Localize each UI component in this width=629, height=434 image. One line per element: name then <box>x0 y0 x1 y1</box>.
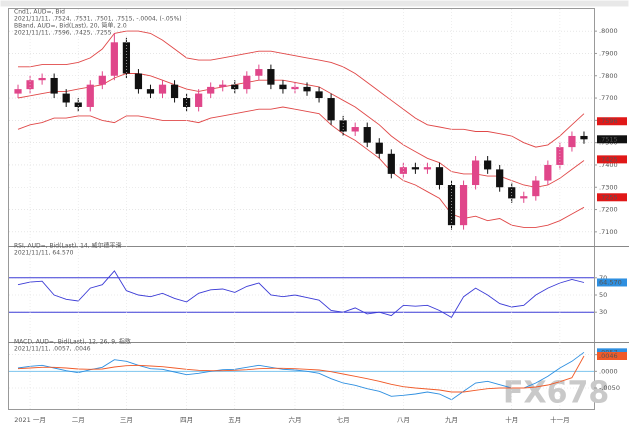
price-tag-label: .7425 <box>599 155 618 163</box>
plot-frame <box>8 8 595 410</box>
x-tick-label: 十月 <box>505 415 518 424</box>
candle-body <box>520 196 528 199</box>
candle-body <box>459 185 468 226</box>
series-line <box>17 270 585 319</box>
candle-body <box>496 169 504 188</box>
legend-text: BBand, AUD=, Bid(Last), 20, 简单, 2.0 <box>14 22 127 30</box>
y-tick-label: .7900 <box>599 49 618 57</box>
legend-text: 2021/11/11, .7524, .7531, .7501, .7515, … <box>14 16 182 23</box>
candle-body <box>315 91 323 99</box>
candle-body <box>158 84 167 94</box>
candle-body <box>98 75 106 85</box>
y-tick-label: .7200 <box>599 206 618 214</box>
x-tick-label: 四月 <box>180 416 193 424</box>
legend-text: 2021/11/11, .7596, .7425, .7255 <box>14 30 112 37</box>
price-tag-label: .7515 <box>599 135 618 143</box>
candle-body <box>86 84 94 107</box>
candle-body <box>195 93 203 107</box>
legend-text: 2021/11/11, 64.570 <box>14 250 74 257</box>
candle-body <box>447 185 456 226</box>
price-tag <box>597 278 627 287</box>
y-tick-label: .7700 <box>599 94 618 102</box>
y-tick-label: 30 <box>599 308 607 316</box>
candle-body <box>267 69 275 85</box>
x-tick-label: 九月 <box>445 415 458 424</box>
candle-body <box>580 135 588 140</box>
price-tag <box>597 155 627 164</box>
y-tick-label: .0000 <box>599 367 618 375</box>
candle-body <box>134 73 143 90</box>
candle-body <box>387 153 395 174</box>
price-tag <box>597 135 627 144</box>
candle-body <box>62 93 70 103</box>
y-tick-label: .7300 <box>599 183 618 191</box>
candle-body <box>14 89 22 94</box>
price-tag <box>597 117 627 126</box>
candle-body <box>532 180 540 197</box>
x-tick-label: 三月 <box>120 416 133 424</box>
candle-body <box>303 86 311 92</box>
y-tick-label: -.0050 <box>599 384 620 392</box>
candle-body <box>435 167 444 186</box>
price-tag-label: .7596 <box>599 117 618 125</box>
x-tick-label: 七月 <box>337 415 350 424</box>
y-tick-label: .7100 <box>599 228 618 236</box>
candle-body <box>544 164 552 181</box>
candle-body <box>255 69 263 76</box>
x-tick-label: 十一月 <box>550 415 570 424</box>
y-tick-label: 70 <box>599 274 607 282</box>
series-line <box>17 106 585 228</box>
price-tag-label: .7255 <box>599 193 618 201</box>
candle-body <box>170 84 179 99</box>
y-tick-label: .7400 <box>599 161 618 169</box>
legend-text: MACD, AUD=, Bid(Last), 12, 26, 9, 指数 <box>14 338 131 346</box>
x-tick-label: 八月 <box>397 416 410 424</box>
y-tick-label: 50 <box>599 291 607 299</box>
series-line <box>17 355 585 393</box>
legend-text: 2021/11/11, .0057, .0046 <box>14 346 91 353</box>
candle-body <box>110 42 118 76</box>
x-tick-label: 二月 <box>72 416 85 424</box>
x-tick-label: 六月 <box>288 415 301 424</box>
price-tag <box>597 352 627 360</box>
candle-body <box>471 160 480 186</box>
x-tick-label: 五月 <box>228 416 241 424</box>
candle-body <box>327 98 335 121</box>
candle-body <box>146 89 155 94</box>
price-tag <box>597 193 627 202</box>
candle-body <box>399 167 407 174</box>
y-tick-label: .8000 <box>599 27 618 35</box>
series-line <box>17 351 585 401</box>
candle-body <box>411 167 420 170</box>
candle-body <box>219 84 227 87</box>
candle-body <box>423 167 432 170</box>
price-tag-label: .0046 <box>599 352 618 360</box>
price-tag-label: 64.570 <box>599 278 622 286</box>
candle-body <box>484 160 492 170</box>
candle-body <box>243 75 251 90</box>
candle-body <box>74 102 82 107</box>
candle-body <box>279 84 287 90</box>
candle-body <box>231 84 239 90</box>
candle-body <box>339 120 347 132</box>
series-line <box>17 73 585 188</box>
candle-body <box>38 77 46 81</box>
top-bar <box>0 0 629 7</box>
series-line <box>18 30 585 148</box>
legend-text: Cnd1, AUD=, Bid <box>14 9 65 16</box>
candle-body <box>207 86 215 94</box>
legend-text: RSI, AUD=, Bid(Last), 14, 威尔德平滑 <box>14 242 122 250</box>
candle-body <box>291 86 299 90</box>
candle-body <box>351 127 359 132</box>
candle-body <box>568 135 576 148</box>
y-tick-label: .7800 <box>599 72 618 80</box>
watermark: FX678 <box>503 376 609 411</box>
x-tick-label: 2021 一月 <box>14 416 46 424</box>
candle-body <box>50 77 58 94</box>
candle-body <box>375 142 383 154</box>
candle-body <box>363 127 371 143</box>
